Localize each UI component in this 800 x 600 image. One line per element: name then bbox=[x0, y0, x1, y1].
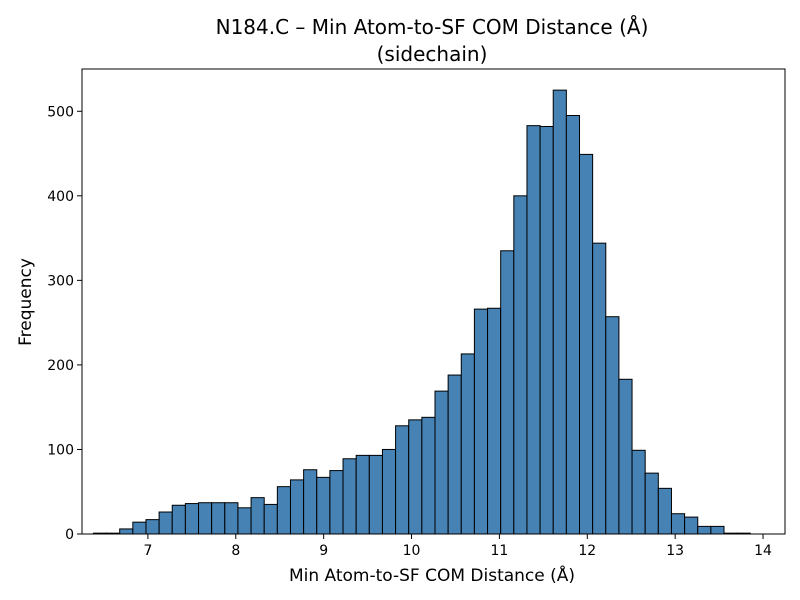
histogram-bar bbox=[670, 513, 686, 535]
histogram-bar bbox=[329, 470, 344, 535]
x-axis-ticks: 7 8 9 10 11 12 13 14 bbox=[143, 534, 772, 559]
y-axis-label: Frequency bbox=[16, 258, 36, 346]
chart-title: N184.C – Min Atom-to-SF COM Distance (Å) bbox=[216, 15, 649, 39]
histogram-bar bbox=[224, 502, 239, 535]
histogram-bar bbox=[408, 419, 423, 535]
histogram-bar bbox=[132, 521, 147, 535]
histogram-bar bbox=[211, 502, 226, 535]
histogram-bar bbox=[605, 316, 620, 535]
y-tick-label: 400 bbox=[47, 189, 74, 205]
histogram-bar bbox=[276, 486, 291, 535]
y-tick-label: 300 bbox=[47, 273, 74, 289]
histogram-bar bbox=[158, 511, 173, 535]
histogram-bar bbox=[119, 528, 134, 535]
histogram-bar bbox=[644, 472, 659, 535]
x-tick-label: 9 bbox=[319, 543, 328, 559]
chart-subtitle: (sidechain) bbox=[377, 42, 488, 66]
histogram-bar bbox=[395, 425, 410, 535]
x-tick-label: 12 bbox=[578, 543, 596, 559]
histogram-bar bbox=[460, 353, 475, 535]
histogram-bar bbox=[710, 525, 725, 535]
histogram-bar bbox=[368, 454, 383, 535]
plot-area-frame bbox=[81, 68, 786, 535]
histogram-bar bbox=[303, 469, 318, 535]
histogram-bar bbox=[565, 115, 581, 535]
histogram-bar bbox=[355, 454, 370, 535]
histogram-bar bbox=[592, 242, 607, 535]
histogram-bar bbox=[171, 504, 186, 535]
histogram-bar bbox=[381, 448, 397, 535]
histogram-bar bbox=[631, 449, 646, 535]
x-tick-label: 8 bbox=[231, 543, 240, 559]
histogram-bar bbox=[447, 374, 462, 535]
x-tick-label: 14 bbox=[754, 543, 772, 559]
y-tick-label: 200 bbox=[47, 358, 74, 374]
histogram-bar bbox=[526, 125, 541, 535]
histogram-bar bbox=[657, 487, 672, 535]
histogram-bar bbox=[145, 519, 160, 535]
histogram-bar bbox=[618, 378, 633, 535]
histogram-bars bbox=[92, 89, 751, 535]
histogram-bar bbox=[342, 458, 357, 535]
x-axis-label: Min Atom-to-SF COM Distance (Å) bbox=[289, 564, 575, 586]
histogram-bar bbox=[184, 503, 200, 535]
histogram-bar bbox=[198, 502, 213, 535]
histogram-bar bbox=[539, 125, 554, 535]
x-tick-label: 10 bbox=[403, 543, 421, 559]
histogram-bar bbox=[500, 250, 515, 535]
x-tick-label: 7 bbox=[143, 543, 152, 559]
histogram-bar bbox=[684, 516, 699, 535]
histogram-bar bbox=[421, 416, 436, 535]
histogram-bar bbox=[473, 308, 489, 535]
histogram-bar bbox=[697, 525, 712, 535]
y-tick-label: 0 bbox=[65, 527, 74, 543]
y-axis-ticks: 0 100 200 300 400 500 bbox=[47, 104, 82, 543]
y-tick-label: 500 bbox=[47, 104, 74, 120]
x-tick-label: 11 bbox=[490, 543, 508, 559]
y-tick-label: 100 bbox=[47, 442, 74, 458]
histogram-bar bbox=[237, 507, 252, 535]
histogram-bar bbox=[316, 476, 331, 535]
histogram-bar bbox=[579, 153, 594, 535]
histogram-bar bbox=[434, 390, 449, 535]
x-tick-label: 13 bbox=[666, 543, 684, 559]
histogram-bar bbox=[263, 503, 278, 535]
histogram-bar bbox=[513, 195, 528, 535]
histogram-bar bbox=[487, 307, 502, 535]
histogram-bar bbox=[250, 497, 265, 535]
histogram-bar bbox=[289, 479, 305, 535]
histogram-bar bbox=[552, 89, 567, 535]
